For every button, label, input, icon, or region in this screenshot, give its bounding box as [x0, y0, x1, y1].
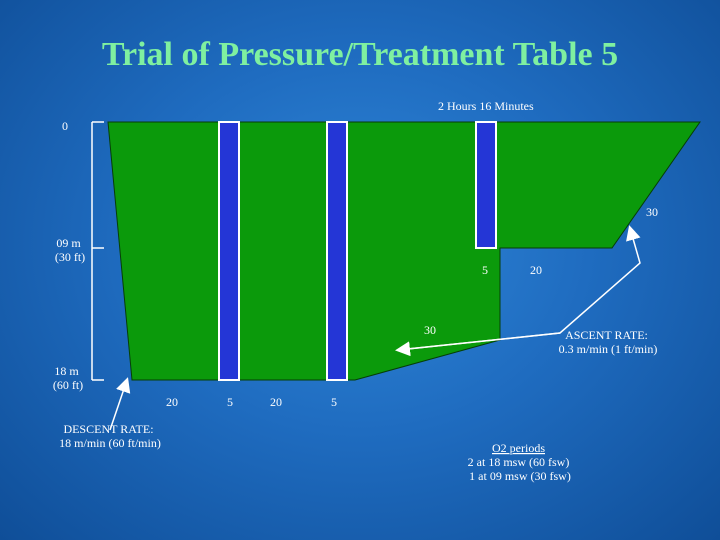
- time-ascent-to-surface: 30: [646, 205, 658, 219]
- o2-periods-title: O2 periods: [492, 441, 545, 455]
- depth-label-18m-metric: 18 m: [54, 364, 79, 378]
- time-bottom-o2-second: 5: [331, 395, 337, 409]
- o2-bar-second-18m: [326, 121, 348, 381]
- depth-label-9m-metric: 09 m: [56, 236, 81, 250]
- time-bottom-air-second: 20: [270, 395, 282, 409]
- ascent-rate-arrow-left: [395, 332, 561, 357]
- slide-title: Trial of Pressure/Treatment Table 5: [101, 36, 619, 73]
- depth-label-18m-feet: (60 ft): [53, 378, 83, 392]
- time-bottom-o2-first: 5: [227, 395, 233, 409]
- depth-label-18m: 18 m (60 ft): [53, 364, 83, 392]
- time-o2-at-9m: 5: [482, 263, 488, 277]
- ascent-rate-label: ASCENT RATE: 0.3 m/min (1 ft/min): [559, 328, 658, 356]
- time-air-at-9m: 20: [530, 263, 542, 277]
- o2-bar-9m: [475, 121, 497, 249]
- depth-label-surface: 0: [62, 119, 68, 133]
- ascent-rate-title: ASCENT RATE:: [565, 328, 648, 342]
- total-time-label: 2 Hours 16 Minutes: [438, 99, 534, 113]
- o2-periods-9m: 1 at 09 msw (30 fsw): [469, 469, 571, 483]
- o2-bar-first-18m: [218, 121, 240, 381]
- dive-profile-shape: [107, 121, 701, 381]
- descent-rate-label: DESCENT RATE: 18 m/min (60 ft/min): [59, 422, 161, 450]
- time-ascent-to-9m: 30: [424, 323, 436, 337]
- descent-rate-arrow: [109, 377, 131, 431]
- time-bottom-air-first: 20: [166, 395, 178, 409]
- depth-axis: [91, 121, 104, 381]
- depth-label-9m: 09 m (30 ft): [55, 236, 85, 264]
- descent-rate-title: DESCENT RATE:: [63, 422, 153, 436]
- ascent-rate-value: 0.3 m/min (1 ft/min): [559, 342, 658, 356]
- depth-label-9m-feet: (30 ft): [55, 250, 85, 264]
- descent-rate-value: 18 m/min (60 ft/min): [59, 436, 161, 450]
- o2-periods-18m: 2 at 18 msw (60 fsw): [468, 455, 570, 469]
- o2-periods-note: O2 periods 2 at 18 msw (60 fsw) 1 at 09 …: [468, 441, 573, 483]
